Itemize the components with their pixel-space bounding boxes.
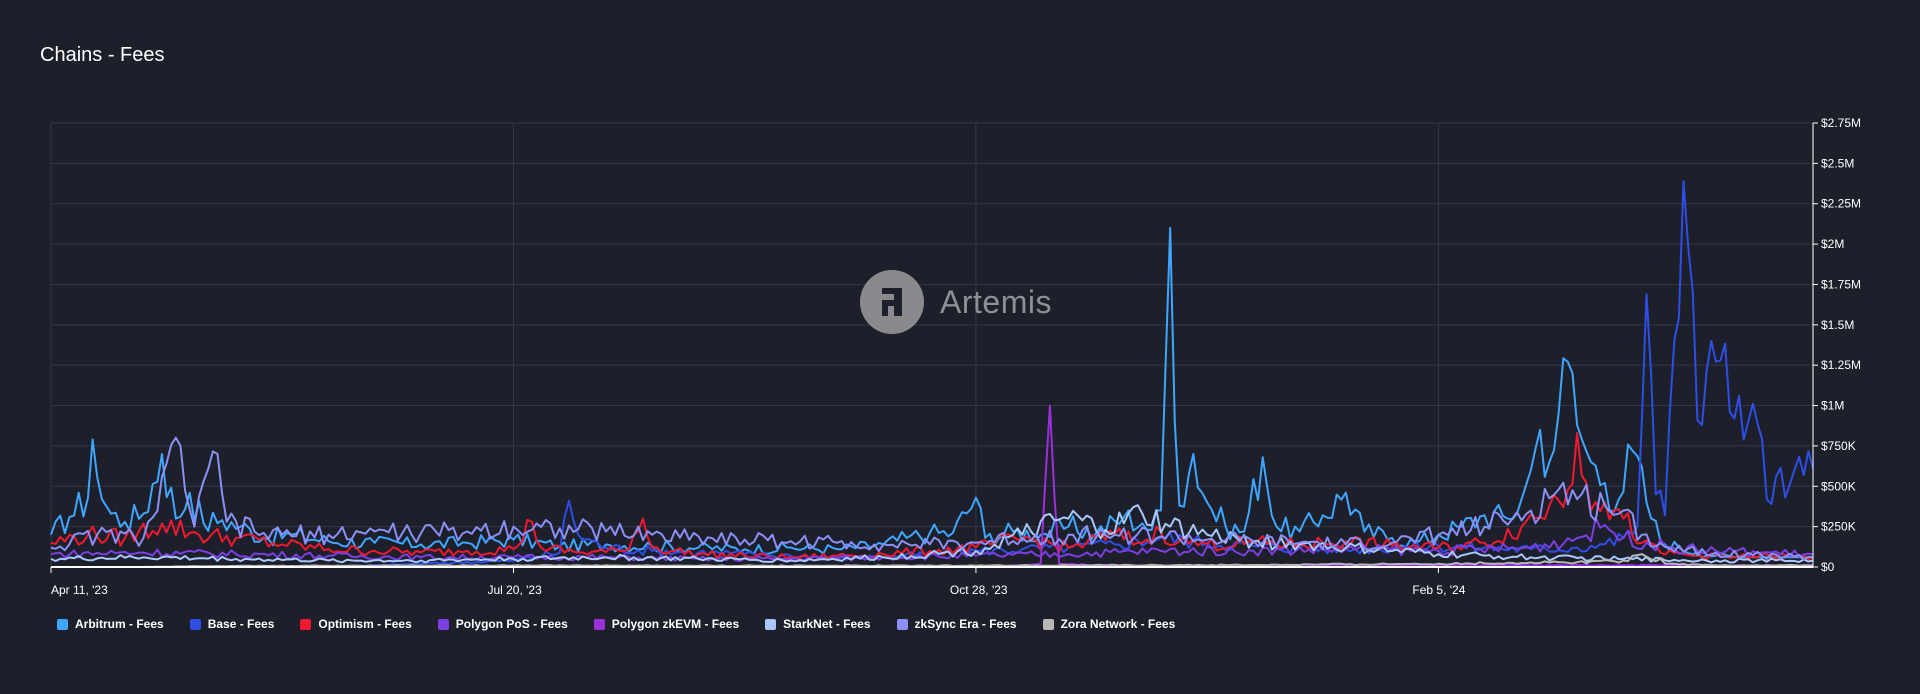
legend-swatch bbox=[437, 618, 449, 630]
y-tick-label: $1M bbox=[1821, 399, 1844, 413]
legend-item[interactable]: Polygon zkEVM - Fees bbox=[593, 617, 740, 631]
x-tick-label: Apr 11, '23 bbox=[51, 583, 108, 597]
legend-item[interactable]: Zora Network - Fees bbox=[1042, 617, 1176, 631]
legend-label: Optimism - Fees bbox=[318, 617, 412, 631]
legend-label: Polygon zkEVM - Fees bbox=[611, 617, 740, 631]
y-tick-label: $2.75M bbox=[1821, 116, 1861, 130]
legend-item[interactable]: Base - Fees bbox=[189, 617, 275, 631]
y-tick-label: $2.25M bbox=[1821, 197, 1861, 211]
legend-item[interactable]: Optimism - Fees bbox=[300, 617, 412, 631]
chart-legend: Arbitrum - Fees Base - Fees Optimism - Fee… bbox=[57, 617, 1175, 631]
y-tick-label: $750K bbox=[1821, 439, 1856, 453]
legend-swatch bbox=[300, 618, 312, 630]
legend-label: Zora Network - Fees bbox=[1060, 617, 1176, 631]
legend-item[interactable]: Polygon PoS - Fees bbox=[437, 617, 568, 631]
y-tick-label: $1.75M bbox=[1821, 277, 1861, 291]
y-tick-label: $0 bbox=[1821, 560, 1835, 574]
legend-label: Arbitrum - Fees bbox=[75, 617, 164, 631]
legend-label: StarkNet - Fees bbox=[783, 617, 871, 631]
y-tick-label: $2.5M bbox=[1821, 156, 1854, 170]
legend-item[interactable]: StarkNet - Fees bbox=[765, 617, 871, 631]
legend-label: Base - Fees bbox=[207, 617, 275, 631]
y-tick-label: $1.5M bbox=[1821, 318, 1854, 332]
legend-swatch bbox=[896, 618, 908, 630]
x-tick-label: Feb 5, '24 bbox=[1412, 583, 1465, 597]
legend-swatch bbox=[189, 618, 201, 630]
legend-swatch bbox=[57, 618, 68, 630]
watermark-text: Artemis bbox=[940, 283, 1052, 320]
series-line[interactable] bbox=[50, 517, 1814, 562]
series-line[interactable] bbox=[50, 504, 1814, 564]
chart-title: Chains - Fees bbox=[40, 44, 165, 66]
legend-item[interactable]: Arbitrum - Fees bbox=[57, 617, 164, 631]
legend-item[interactable]: zkSync Era - Fees bbox=[896, 617, 1017, 631]
y-tick-label: $1.25M bbox=[1821, 358, 1861, 372]
series-line[interactable] bbox=[50, 226, 1813, 559]
legend-swatch bbox=[765, 618, 777, 630]
chart-axes: $0 $250K $500K $750K $1M $1.25M $1.5M $1.75M $2M… bbox=[50, 116, 1861, 597]
x-tick-label: Oct 28, '23 bbox=[950, 583, 1008, 597]
legend-swatch bbox=[1042, 618, 1054, 630]
series-line[interactable] bbox=[50, 436, 1814, 561]
x-tick-label: Jul 20, '23 bbox=[487, 583, 542, 597]
legend-swatch bbox=[593, 618, 605, 630]
artemis-watermark: Artemis bbox=[860, 270, 1052, 334]
y-tick-label: $500K bbox=[1821, 479, 1856, 493]
legend-label: Polygon PoS - Fees bbox=[455, 617, 568, 631]
series-line[interactable] bbox=[51, 553, 1814, 568]
legend-label: zkSync Era - Fees bbox=[914, 617, 1017, 631]
y-tick-label: $2M bbox=[1821, 237, 1844, 251]
artemis-logo-icon bbox=[860, 270, 924, 334]
chart-grid bbox=[50, 122, 1813, 568]
y-tick-label: $250K bbox=[1821, 520, 1856, 534]
chart-series bbox=[50, 180, 1814, 568]
